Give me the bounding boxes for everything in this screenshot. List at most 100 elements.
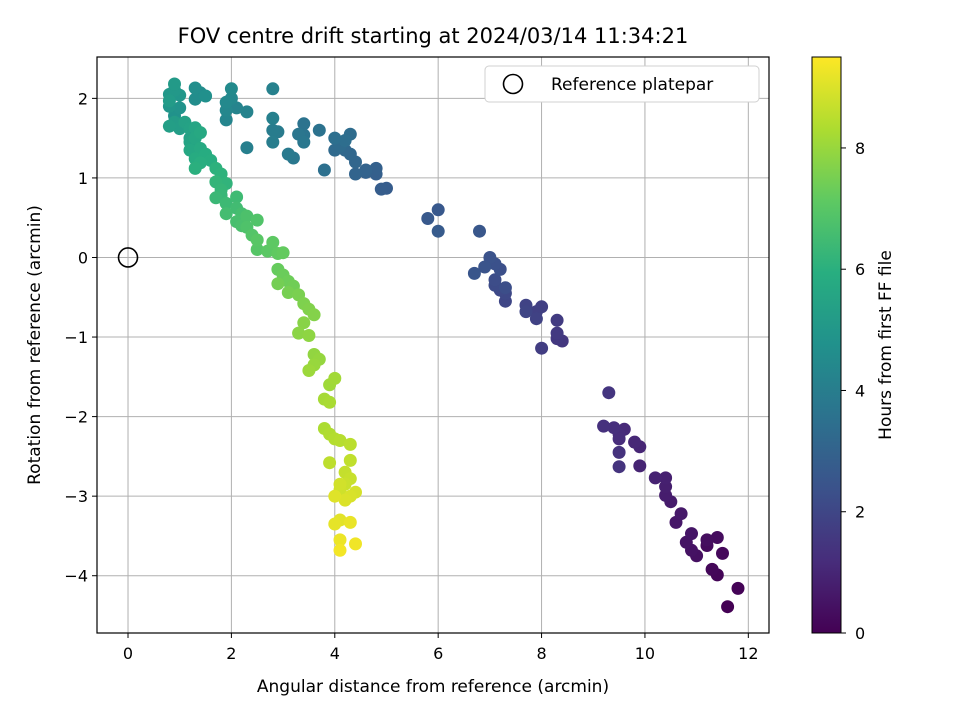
x-axis-ticks: 0 2 4 6 8 10 12 xyxy=(123,633,759,663)
data-point xyxy=(323,395,337,409)
data-point xyxy=(421,212,435,225)
data-point xyxy=(193,126,207,140)
data-point xyxy=(240,141,254,155)
data-point xyxy=(700,533,714,547)
data-point xyxy=(498,281,512,295)
data-point xyxy=(199,89,213,103)
data-point xyxy=(343,453,357,467)
data-point xyxy=(374,182,388,196)
legend-marker-icon xyxy=(502,73,524,95)
data-point xyxy=(628,435,642,449)
data-point xyxy=(173,101,187,115)
chart-title: FOV centre drift starting at 2024/03/14 … xyxy=(178,24,689,48)
data-point xyxy=(550,326,564,340)
x-tick-label: 6 xyxy=(433,644,443,663)
data-point xyxy=(431,224,445,238)
colorbar-tick-label: 4 xyxy=(855,381,865,400)
data-point xyxy=(240,105,254,119)
data-point xyxy=(271,277,285,291)
data-point xyxy=(483,251,497,264)
data-point xyxy=(333,477,347,491)
data-point xyxy=(240,209,254,223)
scatter-points xyxy=(162,77,745,614)
data-point xyxy=(716,546,729,560)
y-tick-label: 0 xyxy=(78,248,88,267)
data-point xyxy=(529,312,543,326)
data-point xyxy=(297,135,311,149)
data-point xyxy=(612,460,626,474)
colorbar-tick-label: 0 xyxy=(855,624,865,643)
data-point xyxy=(230,190,244,204)
x-tick-label: 2 xyxy=(226,644,236,663)
y-tick-label: −3 xyxy=(64,487,88,506)
x-tick-label: 12 xyxy=(738,644,758,663)
data-point xyxy=(333,434,347,447)
data-point xyxy=(535,341,549,355)
data-point xyxy=(297,117,311,131)
data-point xyxy=(328,131,342,145)
y-tick-label: −4 xyxy=(64,567,88,586)
data-point xyxy=(607,421,621,435)
data-point xyxy=(323,456,337,470)
data-point xyxy=(333,543,347,557)
y-tick-label: −2 xyxy=(64,408,88,427)
data-point xyxy=(659,471,673,485)
colorbar-gradient xyxy=(811,56,842,634)
x-tick-label: 10 xyxy=(635,644,655,663)
data-point xyxy=(343,437,357,451)
data-point xyxy=(302,364,316,377)
data-point xyxy=(188,161,202,175)
x-axis-label: Angular distance from reference (arcmin) xyxy=(257,677,609,697)
data-point xyxy=(276,246,290,260)
x-tick-label: 8 xyxy=(536,644,546,663)
y-tick-label: 1 xyxy=(78,169,88,188)
data-point xyxy=(162,119,176,133)
data-point xyxy=(219,95,233,109)
data-point xyxy=(219,196,233,210)
data-point xyxy=(467,266,481,280)
data-point xyxy=(338,134,352,147)
data-point xyxy=(250,213,264,227)
data-point xyxy=(328,371,342,385)
data-point xyxy=(612,432,626,446)
data-point xyxy=(597,419,611,433)
data-point xyxy=(266,235,280,249)
data-point xyxy=(250,243,264,256)
data-point xyxy=(349,167,362,181)
data-point xyxy=(478,260,492,274)
data-point xyxy=(250,233,264,247)
data-point xyxy=(317,163,331,177)
data-point xyxy=(369,161,383,175)
data-point xyxy=(343,515,357,529)
data-point xyxy=(648,471,662,485)
y-axis-ticks: −4 −3 −2 −1 0 1 2 xyxy=(64,89,97,586)
data-point xyxy=(219,113,233,127)
data-point xyxy=(302,329,316,342)
colorbar-tick-label: 2 xyxy=(855,503,865,522)
data-point xyxy=(705,562,719,576)
reference-marker xyxy=(117,247,139,268)
plot-frame xyxy=(96,56,770,634)
data-point xyxy=(359,163,373,177)
x-tick-label: 4 xyxy=(330,644,340,663)
colorbar-tick-label: 6 xyxy=(855,260,865,279)
data-point xyxy=(473,224,486,238)
y-tick-label: −1 xyxy=(64,328,88,347)
data-point xyxy=(721,600,735,614)
data-point xyxy=(266,82,280,96)
data-point xyxy=(188,81,202,95)
data-point xyxy=(333,533,347,547)
data-point xyxy=(219,207,233,221)
data-point xyxy=(338,493,352,507)
data-point xyxy=(266,123,280,137)
data-point xyxy=(633,459,647,473)
data-point xyxy=(312,123,326,137)
colorbar: 0 2 4 6 8 Hours from first FF file xyxy=(811,56,896,643)
data-point xyxy=(297,316,311,330)
data-point xyxy=(674,507,688,521)
legend-box xyxy=(484,65,760,103)
colorbar-label: Hours from first FF file xyxy=(876,250,896,440)
colorbar-tick-label: 8 xyxy=(855,139,865,158)
data-point xyxy=(168,77,181,91)
